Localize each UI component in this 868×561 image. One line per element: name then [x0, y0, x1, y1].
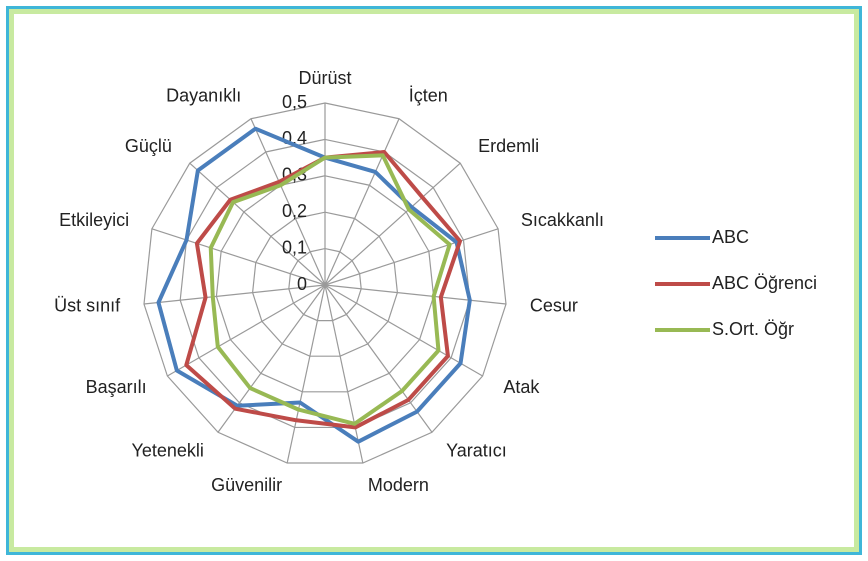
- category-label: Güvenilir: [211, 475, 282, 495]
- category-label: Modern: [368, 475, 429, 495]
- axis-tick-label: 0: [297, 274, 307, 294]
- spoke: [324, 162, 461, 286]
- spoke: [143, 284, 326, 305]
- spoke: [167, 284, 326, 377]
- legend-label: ABC Öğrenci: [712, 273, 817, 293]
- spoke: [324, 284, 364, 464]
- spoke: [286, 284, 326, 464]
- category-label: Sıcakkanlı: [521, 210, 604, 230]
- axis-tick-label: 0,2: [282, 201, 307, 221]
- category-label: İçten: [409, 86, 448, 106]
- category-label: Atak: [503, 377, 540, 397]
- category-label: Erdemli: [478, 136, 539, 156]
- category-label: Üst sınıf: [54, 295, 121, 315]
- category-label: Dürüst: [298, 68, 351, 88]
- spoke: [324, 284, 507, 305]
- category-label: Etkileyici: [59, 210, 129, 230]
- legend-label: S.Ort. Öğr: [712, 319, 794, 339]
- legend-label: ABC: [712, 227, 749, 247]
- grid-ring: [143, 102, 507, 464]
- spoke: [324, 284, 483, 377]
- axis-tick-label: 0,1: [282, 237, 307, 257]
- category-label: Dayanıklı: [166, 86, 241, 106]
- category-label: Yaratıcı: [446, 440, 507, 460]
- series-line: [208, 153, 452, 426]
- axis-tick-label: 0,5: [282, 92, 307, 112]
- chart-frame: [6, 6, 862, 555]
- spoke: [189, 162, 326, 286]
- category-label: Cesur: [530, 295, 578, 315]
- spoke: [250, 118, 326, 286]
- spoke: [151, 228, 326, 286]
- spoke: [324, 228, 499, 286]
- grid-ring: [179, 138, 471, 429]
- spoke: [324, 118, 400, 286]
- series-line: [184, 149, 463, 430]
- series-line: [156, 126, 472, 444]
- category-label: Başarılı: [86, 377, 147, 397]
- grid-ring: [215, 175, 435, 393]
- spoke: [324, 284, 433, 433]
- grid-ring: [251, 211, 399, 357]
- category-label: Yetenekli: [132, 440, 204, 460]
- category-label: Güçlü: [125, 136, 172, 156]
- grid-ring: [288, 247, 362, 322]
